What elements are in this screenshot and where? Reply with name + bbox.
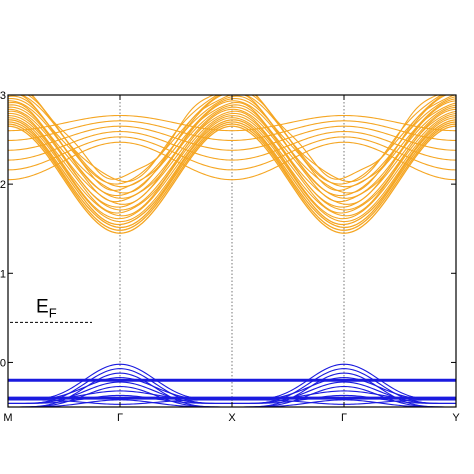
conduction-band [31,95,439,180]
y-tick-label: 0 [0,357,6,369]
fermi-level-annotation: EF [10,296,92,323]
x-tick-label: Γ [341,412,347,424]
valence-band [8,385,456,407]
conduction-band [8,104,456,205]
conduction-band [8,106,456,208]
conduction-band [8,120,456,142]
axis-labels: M Γ X Γ Y 0 1 2 3 [0,90,460,424]
axis-ticks [7,94,457,407]
conduction-band [8,123,456,231]
valence-band [8,372,456,407]
conduction-band [8,117,456,223]
fermi-label-subscript: F [49,305,57,320]
conduction-band [20,95,448,188]
x-tick-label: Γ [117,412,123,424]
x-tick-label: M [3,412,12,424]
conduction-band [8,125,456,151]
conduction-band [8,95,456,191]
conduction-band [8,121,456,229]
conduction-band [8,141,456,181]
conduction-band [8,114,456,132]
conduction-band [8,136,456,171]
y-tick-label: 1 [0,268,6,280]
x-tick-label: Y [452,412,460,424]
conduction-band [8,125,456,234]
plot-area [8,95,456,407]
valence-band [8,399,456,407]
fermi-level-label: EF [36,296,57,320]
conduction-band [8,130,456,161]
valence-band [8,399,456,405]
conduction-band [8,119,456,226]
y-tick-label: 2 [0,179,6,191]
conduction-band [8,110,456,214]
x-tick-label: X [228,412,236,424]
fermi-label-main: E [36,296,49,317]
gridlines [119,95,345,407]
conduction-band [8,101,456,203]
conduction-band [8,112,456,217]
conduction-band [8,115,456,220]
y-tick-label: 3 [0,90,6,102]
